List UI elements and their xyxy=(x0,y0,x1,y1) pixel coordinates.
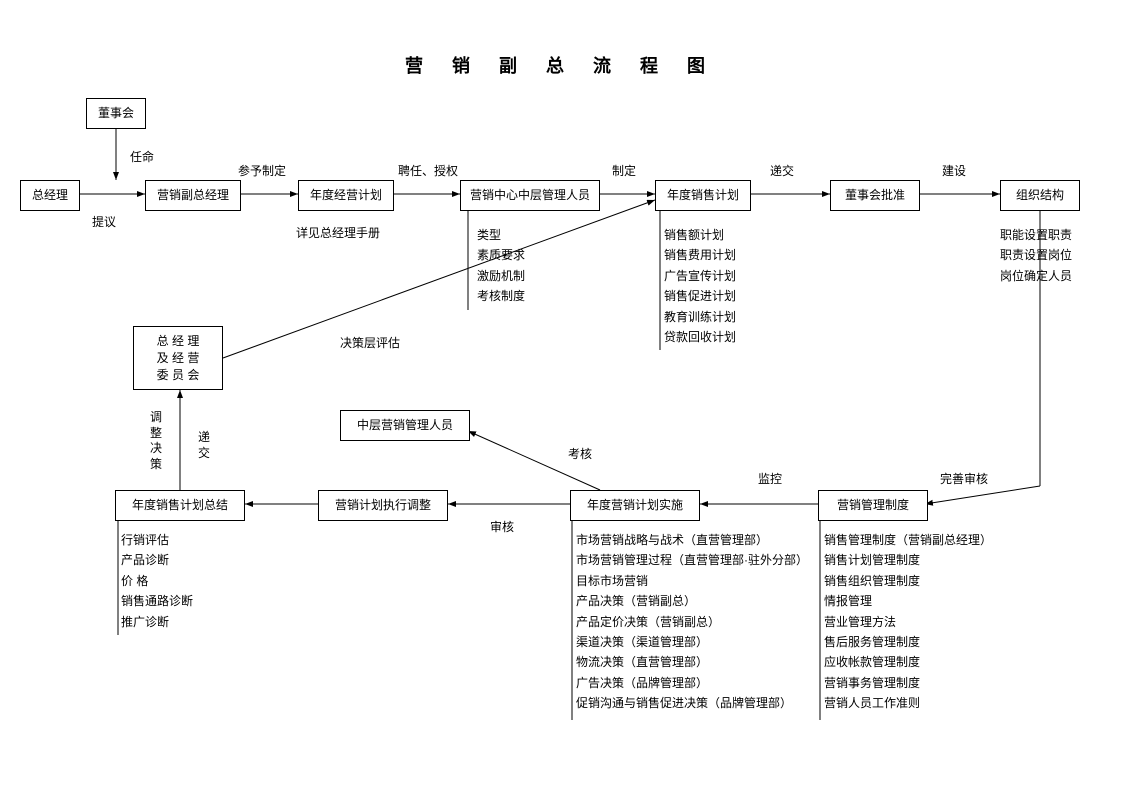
edge-label-decision: 决策层评估 xyxy=(340,334,400,351)
page-title: 营 销 副 总 流 程 图 xyxy=(0,52,1122,78)
list-item: 促销沟通与销售促进决策（品牌管理部） xyxy=(576,693,808,713)
list-item: 营销事务管理制度 xyxy=(824,673,992,693)
list-item: 渠道决策（渠道管理部） xyxy=(576,632,808,652)
node-vp: 营销副总经理 xyxy=(145,180,241,211)
list-summary_list: 行销评估产品诊断价 格销售通路诊断推广诊断 xyxy=(121,530,193,632)
edge-label-review: 审核 xyxy=(490,518,514,535)
edge-label-propose: 提议 xyxy=(92,213,116,230)
list-mgmt_sys_list: 销售管理制度（营销副总经理）销售计划管理制度销售组织管理制度情报管理营业管理方法… xyxy=(824,530,992,714)
list-item: 激励机制 xyxy=(477,266,525,286)
list-item: 营业管理方法 xyxy=(824,612,992,632)
node-annual_sales: 年度销售计划 xyxy=(655,180,751,211)
list-implement_list: 市场营销战略与战术（直营管理部）市场营销管理过程（直营管理部·驻外分部）目标市场… xyxy=(576,530,808,714)
list-item: 广告宣传计划 xyxy=(664,266,736,286)
list-item: 销售组织管理制度 xyxy=(824,571,992,591)
list-item: 销售促进计划 xyxy=(664,286,736,306)
node-gm: 总经理 xyxy=(20,180,80,211)
edge-label-refine: 完善审核 xyxy=(940,470,988,487)
list-item: 销售费用计划 xyxy=(664,245,736,265)
node-gm_committee: 总 经 理及 经 营委 员 会 xyxy=(133,326,223,390)
edge xyxy=(925,486,1040,504)
list-item: 产品诊断 xyxy=(121,550,193,570)
list-item: 职能设置职责 xyxy=(1000,225,1072,245)
list-item: 考核制度 xyxy=(477,286,525,306)
list-item: 产品决策（营销副总） xyxy=(576,591,808,611)
node-mgmt_sys: 营销管理制度 xyxy=(818,490,928,521)
list-item: 销售计划管理制度 xyxy=(824,550,992,570)
list-item: 素质要求 xyxy=(477,245,525,265)
list-item: 目标市场营销 xyxy=(576,571,808,591)
node-mid_mkt_mgr: 中层营销管理人员 xyxy=(340,410,470,441)
list-item: 市场营销管理过程（直营管理部·驻外分部） xyxy=(576,550,808,570)
list-item: 岗位确定人员 xyxy=(1000,266,1072,286)
node-board: 董事会 xyxy=(86,98,146,129)
list-item: 售后服务管理制度 xyxy=(824,632,992,652)
list-item: 类型 xyxy=(477,225,525,245)
node-board_appr: 董事会批准 xyxy=(830,180,920,211)
edge-label-manual: 详见总经理手册 xyxy=(296,224,380,241)
list-item: 产品定价决策（营销副总） xyxy=(576,612,808,632)
list-item: 销售通路诊断 xyxy=(121,591,193,611)
edge-label-submit: 递交 xyxy=(770,162,794,179)
list-item: 销售管理制度（营销副总经理） xyxy=(824,530,992,550)
edge-label-adjust_dec: 调整决策 xyxy=(150,410,164,472)
list-item: 价 格 xyxy=(121,571,193,591)
list-item: 销售额计划 xyxy=(664,225,736,245)
node-adjust: 营销计划执行调整 xyxy=(318,490,448,521)
list-item: 教育训练计划 xyxy=(664,307,736,327)
node-summary: 年度销售计划总结 xyxy=(115,490,245,521)
list-item: 行销评估 xyxy=(121,530,193,550)
list-item: 情报管理 xyxy=(824,591,992,611)
edge-label-join: 参予制定 xyxy=(238,162,286,179)
edge-label-make: 制定 xyxy=(612,162,636,179)
node-implement: 年度营销计划实施 xyxy=(570,490,700,521)
node-annual_biz: 年度经营计划 xyxy=(298,180,394,211)
list-mid_mgr_list: 类型素质要求激励机制考核制度 xyxy=(477,225,525,307)
edge-label-deliver: 递交 xyxy=(198,430,212,461)
list-item: 物流决策（直营管理部） xyxy=(576,652,808,672)
list-item: 市场营销战略与战术（直营管理部） xyxy=(576,530,808,550)
node-org: 组织结构 xyxy=(1000,180,1080,211)
list-item: 职责设置岗位 xyxy=(1000,245,1072,265)
list-item: 营销人员工作准则 xyxy=(824,693,992,713)
edge-label-appoint: 任命 xyxy=(130,148,154,165)
edge-label-monitor: 监控 xyxy=(758,470,782,487)
list-item: 推广诊断 xyxy=(121,612,193,632)
edge-label-hire: 聘任、授权 xyxy=(398,162,458,179)
list-sales_plan_list: 销售额计划销售费用计划广告宣传计划销售促进计划教育训练计划贷款回收计划 xyxy=(664,225,736,347)
list-item: 广告决策（品牌管理部） xyxy=(576,673,808,693)
list-item: 贷款回收计划 xyxy=(664,327,736,347)
list-item: 应收帐款管理制度 xyxy=(824,652,992,672)
edge-label-assess: 考核 xyxy=(568,445,592,462)
edge xyxy=(223,200,655,358)
edge-label-build: 建设 xyxy=(942,162,966,179)
node-mid_mgr: 营销中心中层管理人员 xyxy=(460,180,600,211)
list-org_list: 职能设置职责职责设置岗位岗位确定人员 xyxy=(1000,225,1072,286)
